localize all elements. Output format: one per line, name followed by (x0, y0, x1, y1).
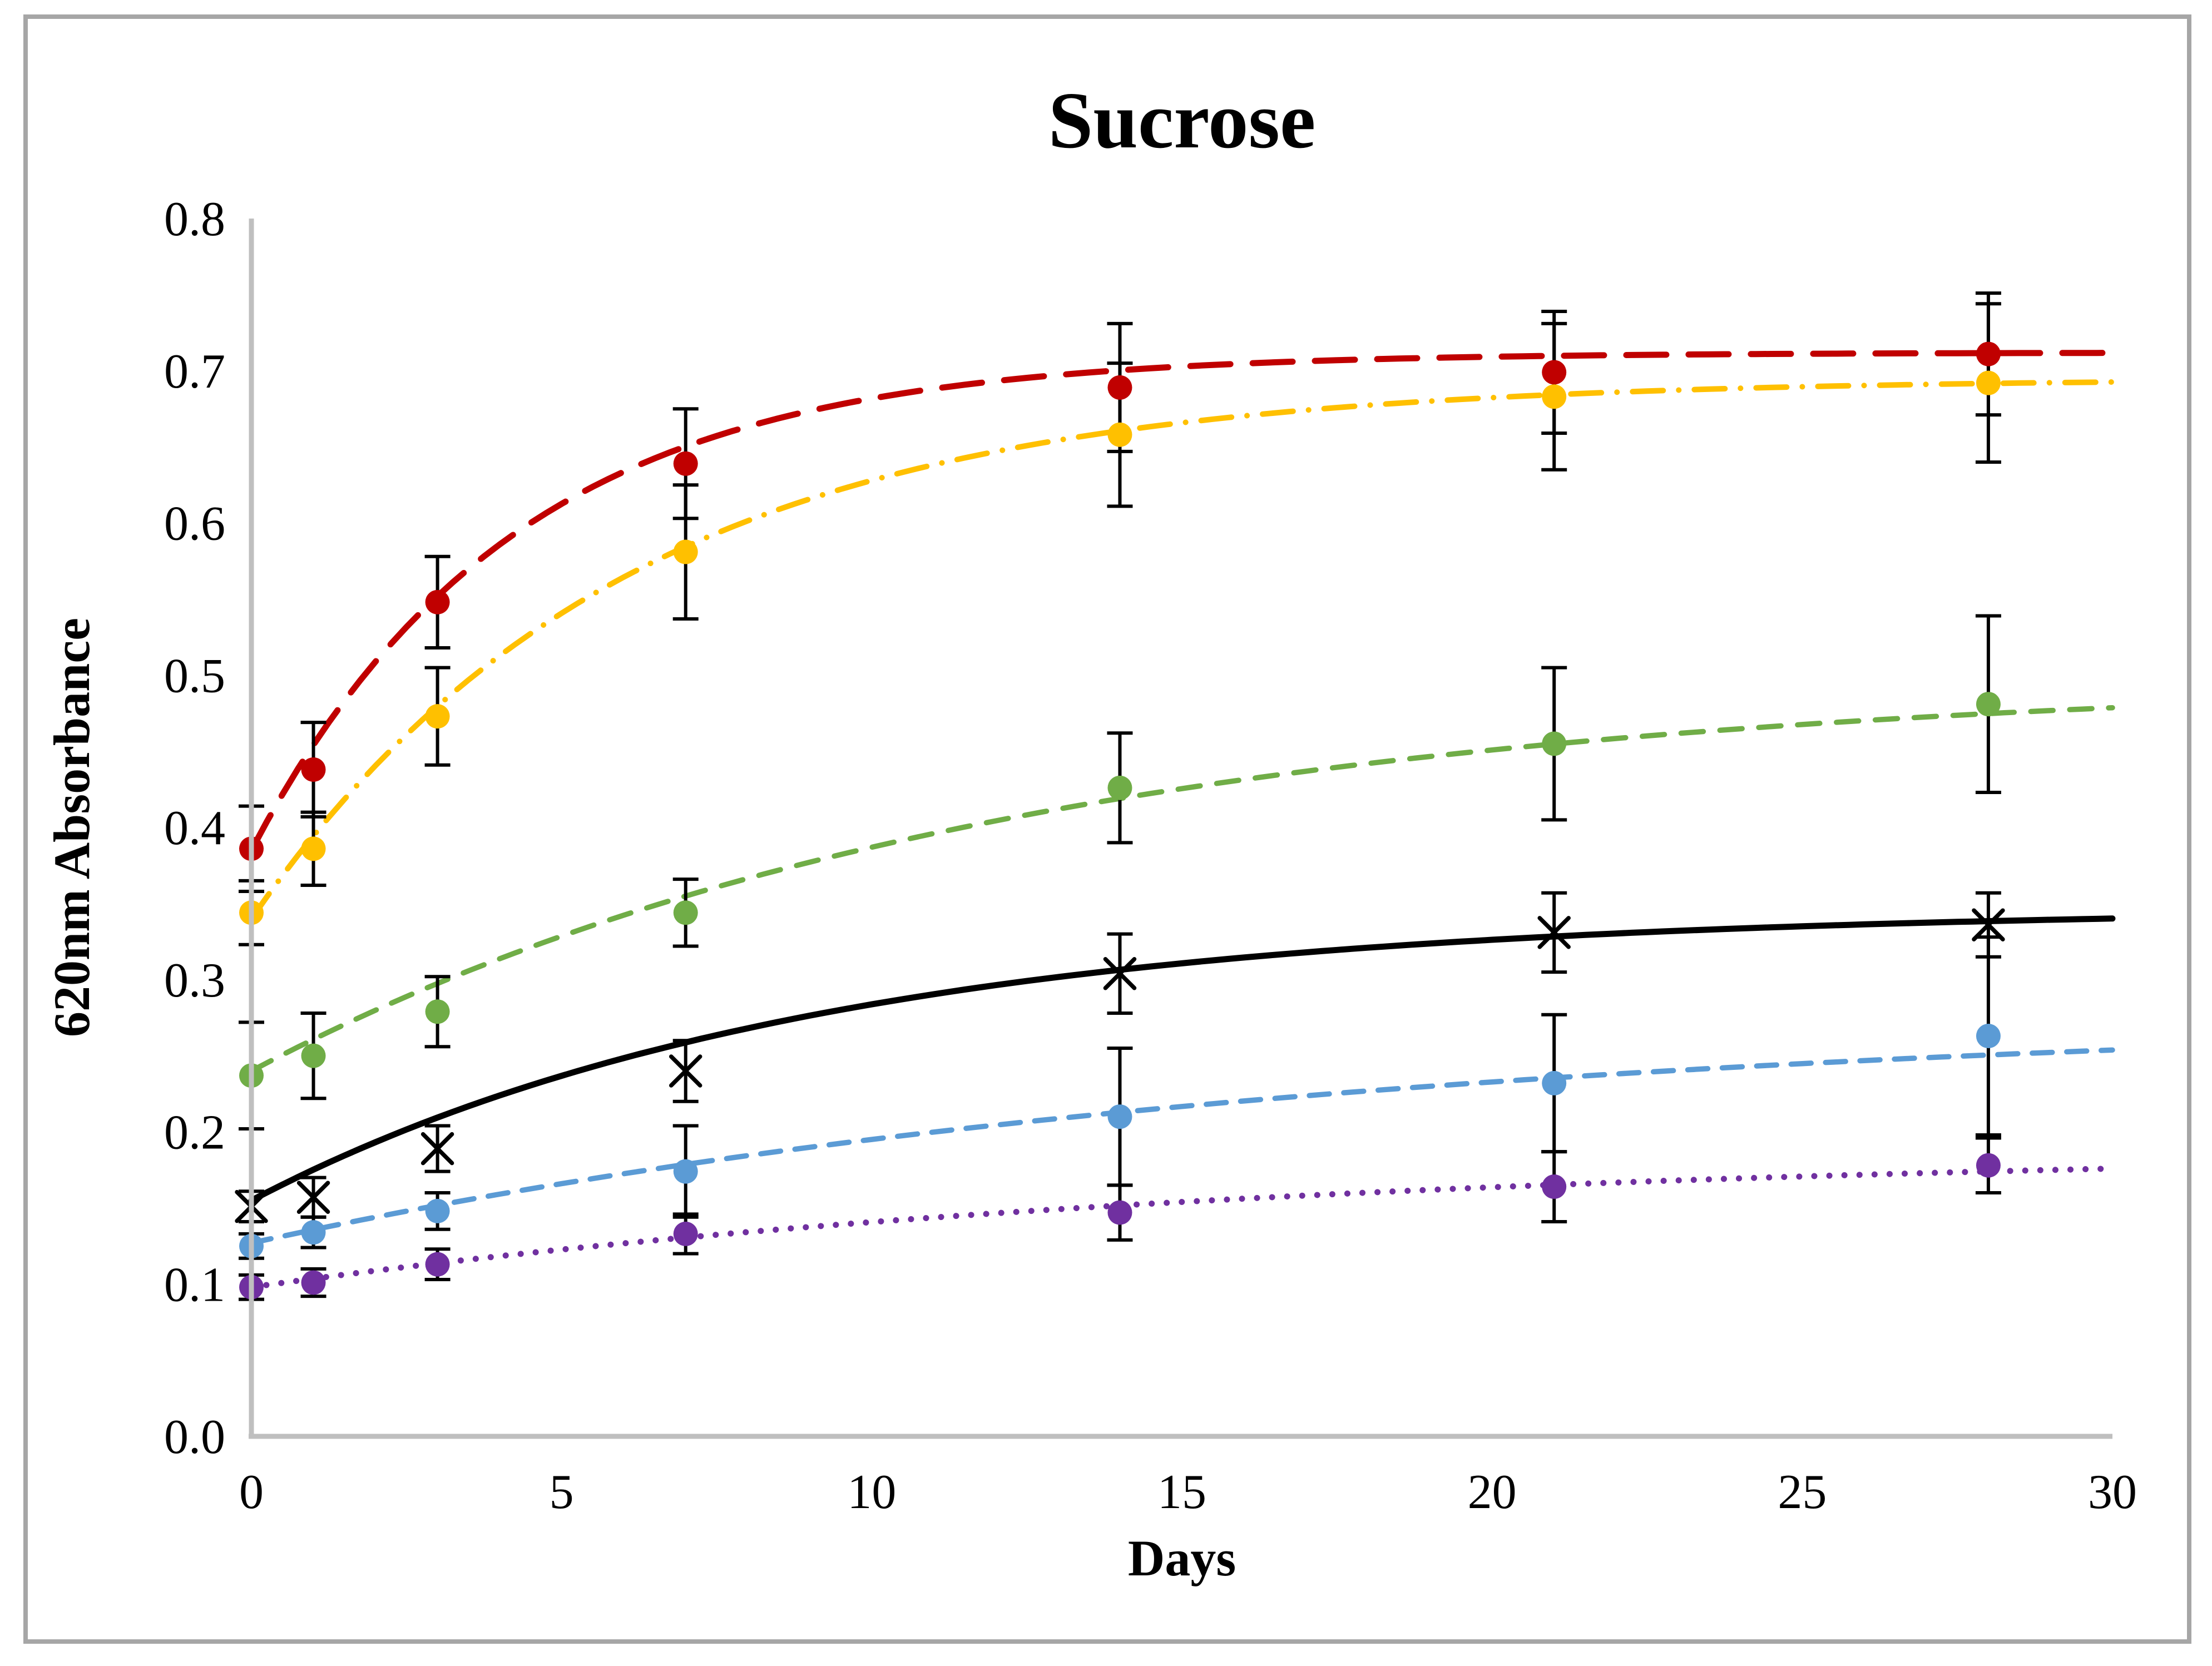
y-tick-label: 0.2 (164, 1106, 225, 1160)
data-point-marker-red-long-dash-series (301, 757, 326, 782)
data-point-marker-red-long-dash-series (1107, 375, 1132, 400)
data-point-x-marker-black-solid-series (669, 1054, 702, 1088)
x-tick-label: 5 (550, 1465, 574, 1519)
trend-line-red-long-dash-series (248, 350, 2116, 854)
x-tick-label: 0 (239, 1465, 264, 1519)
data-point-marker-green-dashed-series (1542, 731, 1567, 756)
data-point-x-marker-black-solid-series (296, 1181, 330, 1214)
y-tick-label: 0.6 (164, 497, 225, 551)
y-tick-label: 0.5 (164, 649, 225, 703)
trend-lines-layer (248, 350, 2116, 1291)
x-tick-label: 15 (1157, 1465, 1206, 1519)
data-point-marker-blue-dashed-series (301, 1220, 326, 1245)
data-point-x-marker-black-solid-series (420, 1132, 454, 1166)
y-tick-label: 0.3 (164, 954, 225, 1008)
data-point-marker-green-dashed-series (1107, 775, 1132, 800)
data-point-marker-blue-dashed-series (1542, 1070, 1567, 1095)
data-point-marker-green-dashed-series (425, 999, 450, 1024)
data-point-marker-purple-dotted-series (1976, 1153, 2001, 1178)
data-point-marker-blue-dashed-series (1107, 1104, 1132, 1129)
data-point-marker-green-dashed-series (1976, 692, 2001, 717)
data-point-marker-gold-dash-dot-series (301, 836, 326, 861)
data-point-marker-red-long-dash-series (1542, 360, 1567, 385)
y-axis-title: 620nm Absorbance (43, 618, 100, 1037)
trend-line-purple-dotted-series (248, 1166, 2116, 1291)
data-point-marker-green-dashed-series (301, 1043, 326, 1068)
data-point-marker-gold-dash-dot-series (673, 539, 698, 564)
data-point-marker-red-long-dash-series (425, 589, 450, 614)
trend-line-green-dashed-series (249, 705, 2115, 1074)
trend-line-gold-dash-dot-series (249, 379, 2115, 922)
data-point-marker-purple-dotted-series (425, 1252, 450, 1277)
x-axis-title: Days (1128, 1530, 1236, 1586)
x-tick-label: 20 (1468, 1465, 1517, 1519)
y-tick-label: 0.7 (164, 345, 225, 399)
data-point-marker-purple-dotted-series (1542, 1174, 1567, 1199)
data-point-marker-gold-dash-dot-series (1542, 384, 1567, 409)
data-point-x-marker-black-solid-series (1972, 908, 2005, 941)
data-point-marker-gold-dash-dot-series (425, 704, 450, 729)
data-point-marker-purple-dotted-series (673, 1221, 698, 1246)
data-point-marker-gold-dash-dot-series (1107, 422, 1132, 447)
data-point-marker-gold-dash-dot-series (1976, 370, 2001, 395)
data-point-marker-red-long-dash-series (1976, 341, 2001, 366)
data-point-marker-green-dashed-series (673, 900, 698, 925)
data-point-marker-blue-dashed-series (1976, 1024, 2001, 1049)
data-point-marker-red-long-dash-series (673, 451, 698, 476)
x-tick-label: 10 (847, 1465, 896, 1519)
y-tick-label: 0.8 (164, 192, 225, 246)
data-point-marker-purple-dotted-series (301, 1270, 326, 1295)
x-tick-label: 30 (2088, 1465, 2137, 1519)
data-markers-layer (235, 341, 2005, 1300)
data-point-marker-blue-dashed-series (425, 1198, 450, 1223)
y-tick-label: 0.0 (164, 1410, 225, 1464)
data-point-x-marker-black-solid-series (1103, 957, 1137, 990)
data-point-marker-blue-dashed-series (673, 1159, 698, 1184)
y-tick-label: 0.1 (164, 1258, 225, 1312)
data-point-x-marker-black-solid-series (1537, 916, 1571, 949)
chart-title: Sucrose (1048, 76, 1316, 165)
figure-border (23, 14, 2191, 1644)
trend-line-black-solid-series (248, 915, 2116, 1204)
x-tick-label: 25 (1778, 1465, 1827, 1519)
y-tick-label: 0.4 (164, 801, 225, 855)
trend-line-blue-dashed-series (249, 1047, 2115, 1246)
data-point-marker-purple-dotted-series (1107, 1200, 1132, 1225)
axis-tick-labels: 0.0 0.1 0.2 0.3 0.4 0.5 0.6 0.7 0.8 0 5 10 15 20 25 30 (164, 192, 2137, 1519)
